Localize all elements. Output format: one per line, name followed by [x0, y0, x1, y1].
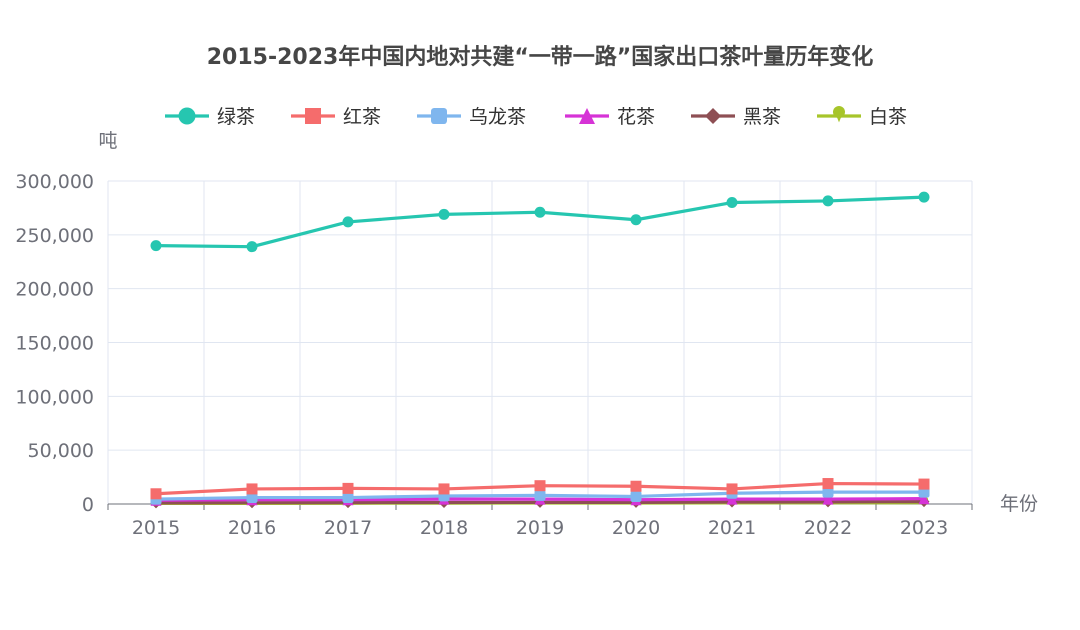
data-point	[918, 493, 930, 505]
x-tick-label: 2018	[420, 517, 468, 539]
legend-item-花茶: 花茶	[565, 106, 655, 128]
data-point	[534, 489, 546, 501]
legend-label: 乌龙茶	[469, 106, 526, 128]
data-point	[342, 492, 354, 504]
legend-marker	[705, 108, 721, 124]
data-point	[246, 492, 258, 504]
data-point	[822, 195, 834, 207]
x-tick-label: 2019	[516, 517, 564, 539]
legend-item-白茶: 白茶	[817, 106, 907, 128]
legend: 绿茶 红茶 乌龙茶 花茶 黑茶 白茶	[165, 106, 907, 128]
data-point	[726, 483, 738, 495]
data-point	[150, 488, 162, 500]
data-point	[630, 480, 642, 492]
x-tick-label: 2015	[132, 517, 180, 539]
legend-item-红茶: 红茶	[291, 106, 381, 128]
data-point	[822, 486, 834, 498]
legend-item-黑茶: 黑茶	[691, 106, 781, 128]
data-point	[726, 197, 738, 209]
legend-marker	[431, 108, 447, 124]
data-point	[822, 493, 834, 505]
data-point	[150, 240, 162, 252]
data-point	[438, 483, 450, 495]
y-axis-label: 吨	[98, 130, 117, 152]
y-tick-label: 250,000	[15, 225, 94, 247]
data-point	[630, 214, 642, 226]
x-tick-label: 2021	[708, 517, 756, 539]
legend-label: 白茶	[869, 106, 907, 128]
series-乌龙茶	[150, 486, 930, 505]
data-point	[438, 208, 450, 220]
data-point	[342, 482, 354, 494]
x-axis-label: 年份	[1000, 493, 1038, 515]
data-point	[246, 241, 258, 253]
data-point	[726, 493, 738, 505]
y-tick-label: 300,000	[15, 171, 94, 193]
data-point	[918, 191, 930, 203]
legend-marker	[833, 106, 845, 123]
data-point	[246, 483, 258, 495]
y-tick-label: 150,000	[15, 333, 94, 355]
legend-label: 花茶	[617, 106, 655, 128]
pin-tip	[835, 114, 843, 123]
y-tick-label: 100,000	[15, 386, 94, 408]
series-绿茶	[150, 191, 930, 253]
pin-head	[833, 106, 845, 118]
grid	[107, 180, 973, 504]
legend-marker	[305, 108, 321, 124]
data-point	[918, 478, 930, 490]
chart-title: 2015-2023年中国内地对共建“一带一路”国家出口茶叶量历年变化	[207, 44, 874, 70]
legend-label: 红茶	[343, 106, 381, 128]
legend-marker	[178, 107, 196, 125]
x-tick-label: 2016	[228, 517, 276, 539]
plot-area	[150, 191, 930, 509]
data-point	[822, 478, 834, 490]
x-tick-label: 2022	[804, 517, 852, 539]
legend-item-乌龙茶: 乌龙茶	[417, 106, 526, 128]
data-point	[534, 480, 546, 492]
axes: 0 50,000 100,000 150,000 200,000 250,000 300,0…	[15, 171, 973, 539]
data-point	[342, 216, 354, 228]
x-tick-label: 2020	[612, 517, 660, 539]
y-tick-label: 50,000	[28, 440, 94, 462]
legend-label: 黑茶	[743, 106, 781, 128]
x-tick-label: 2017	[324, 517, 372, 539]
legend-item-绿茶: 绿茶	[165, 106, 255, 128]
series-line	[154, 195, 926, 249]
data-point	[534, 206, 546, 218]
series-红茶	[150, 478, 930, 500]
y-tick-label: 200,000	[15, 279, 94, 301]
x-tick-label: 2023	[900, 517, 948, 539]
legend-label: 绿茶	[217, 106, 255, 128]
data-point	[630, 490, 642, 502]
y-tick-label: 0	[82, 494, 94, 516]
legend-marker	[579, 108, 595, 124]
